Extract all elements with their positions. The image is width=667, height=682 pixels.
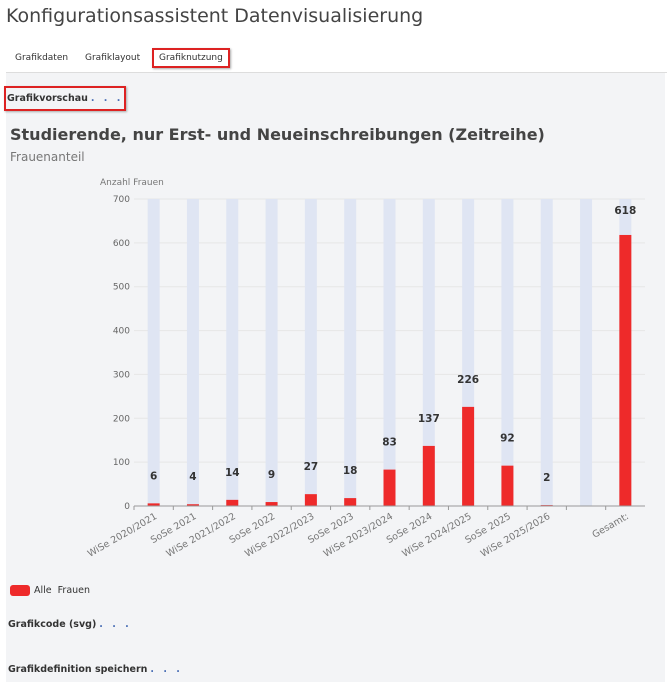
legend-label: Alle Frauen — [34, 585, 91, 596]
y-tick-label: 700 — [113, 195, 130, 205]
app-title: Konfigurationsassistent Datenvisualisier… — [6, 5, 424, 27]
bar-background — [186, 199, 199, 506]
chart-title: Studierende, nur Erst- und Neueinschreib… — [10, 125, 545, 144]
code-label: Grafikcode (svg) — [8, 619, 97, 630]
data-label: 18 — [343, 465, 358, 477]
y-tick-label: 600 — [113, 239, 130, 249]
x-tick-label: WiSe 2022/2023 — [243, 511, 316, 560]
y-tick-label: 300 — [113, 370, 130, 380]
bar-background — [501, 199, 514, 506]
bar-chart: Anzahl Frauen 0 100 200 300 400 500 600 700 6 WiSe… — [86, 178, 645, 560]
data-label: 2 — [543, 472, 550, 484]
bar[interactable] — [226, 499, 239, 506]
bar[interactable] — [619, 234, 632, 506]
tab-grafiklayout[interactable]: Grafiklayout — [85, 53, 141, 63]
x-tick-label: WiSe 2023/2024 — [322, 511, 395, 560]
data-label: 92 — [500, 433, 515, 445]
bar[interactable] — [344, 498, 357, 506]
data-label: 4 — [189, 471, 196, 483]
code-section-toggle[interactable]: Grafikcode (svg). . . — [8, 619, 132, 630]
x-tick-label: WiSe 2024/2025 — [400, 511, 473, 560]
x-tick-label: WiSe 2025/2026 — [479, 511, 552, 560]
data-label: 83 — [382, 437, 397, 449]
x-tick-label: Gesamt: — [591, 511, 631, 541]
y-tick-label: 100 — [113, 458, 130, 468]
x-tick-label: WiSe 2020/2021 — [86, 511, 159, 560]
legend-item[interactable]: Alle Frauen — [10, 585, 90, 596]
bar[interactable] — [462, 406, 475, 506]
y-tick-label: 400 — [113, 327, 130, 337]
expand-dots-icon: . . . — [90, 93, 124, 104]
tab-grafiknutzung[interactable]: Grafiknutzung — [152, 48, 230, 68]
preview-section-toggle[interactable]: Grafikvorschau. . . — [4, 86, 127, 111]
chart-subtitle: Frauenanteil — [10, 150, 85, 164]
data-label: 6 — [150, 470, 157, 482]
bar[interactable] — [422, 445, 435, 506]
legend-swatch — [10, 585, 30, 596]
bar[interactable] — [304, 494, 317, 506]
bar[interactable] — [265, 502, 278, 506]
bar[interactable] — [186, 504, 199, 506]
data-label: 27 — [304, 461, 319, 473]
bar-background — [580, 199, 593, 506]
save-section-toggle[interactable]: Grafikdefinition speichern. . . — [8, 664, 183, 675]
data-label: 14 — [225, 467, 240, 479]
y-tick-label: 500 — [113, 283, 130, 293]
bar[interactable] — [501, 465, 514, 506]
bar-background — [265, 199, 278, 506]
bar[interactable] — [147, 503, 160, 506]
preview-label: Grafikvorschau — [7, 93, 88, 104]
data-label: 226 — [457, 374, 479, 386]
save-label: Grafikdefinition speichern — [8, 664, 148, 675]
bar-background — [540, 199, 553, 506]
data-label: 137 — [418, 413, 440, 425]
x-tick-label: WiSe 2021/2022 — [164, 511, 237, 560]
data-label: 618 — [614, 205, 636, 217]
bar-background — [422, 199, 435, 506]
bar-background — [304, 199, 317, 506]
y-axis-label: Anzahl Frauen — [100, 178, 164, 188]
expand-dots-icon: . . . — [150, 664, 183, 675]
bar-background — [344, 199, 357, 506]
tab-bar: Grafikdaten Grafiklayout Grafiknutzung — [6, 44, 667, 73]
content-panel: Grafikvorschau. . . Studierende, nur Ers… — [4, 73, 665, 682]
bar-background — [383, 199, 396, 506]
bar[interactable] — [383, 469, 396, 506]
bar-background — [226, 199, 239, 506]
y-tick-label: 200 — [113, 414, 130, 424]
data-label: 9 — [268, 469, 275, 481]
y-tick-label: 0 — [124, 502, 130, 512]
bar-background — [147, 199, 160, 506]
tab-grafikdaten[interactable]: Grafikdaten — [15, 53, 69, 63]
expand-dots-icon: . . . — [99, 619, 132, 630]
